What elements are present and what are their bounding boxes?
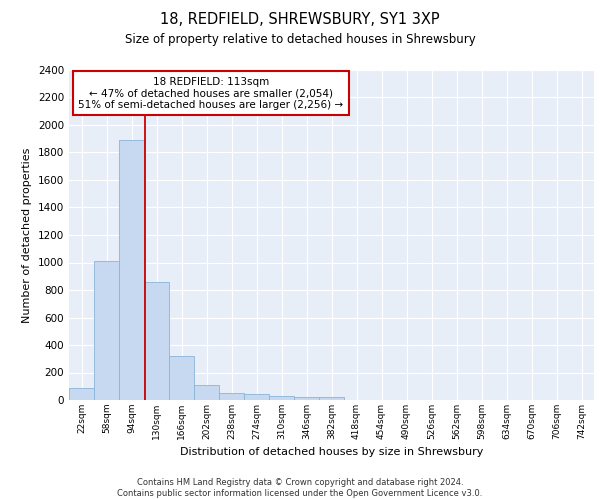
Bar [219,393,244,400]
Bar [69,388,94,400]
Bar [294,397,319,400]
Text: Contains HM Land Registry data © Crown copyright and database right 2024.
Contai: Contains HM Land Registry data © Crown c… [118,478,482,498]
Text: Size of property relative to detached houses in Shrewsbury: Size of property relative to detached ho… [125,32,475,46]
Bar [194,385,219,400]
Bar [119,140,144,400]
X-axis label: Distribution of detached houses by size in Shrewsbury: Distribution of detached houses by size … [180,448,483,458]
Y-axis label: Number of detached properties: Number of detached properties [22,148,32,322]
Bar [244,394,269,400]
Bar [94,261,119,400]
Bar [169,356,194,400]
Text: 18, REDFIELD, SHREWSBURY, SY1 3XP: 18, REDFIELD, SHREWSBURY, SY1 3XP [160,12,440,28]
Bar [319,397,344,400]
Bar [144,282,169,400]
Bar [269,396,294,400]
Text: 18 REDFIELD: 113sqm
← 47% of detached houses are smaller (2,054)
51% of semi-det: 18 REDFIELD: 113sqm ← 47% of detached ho… [78,76,343,110]
